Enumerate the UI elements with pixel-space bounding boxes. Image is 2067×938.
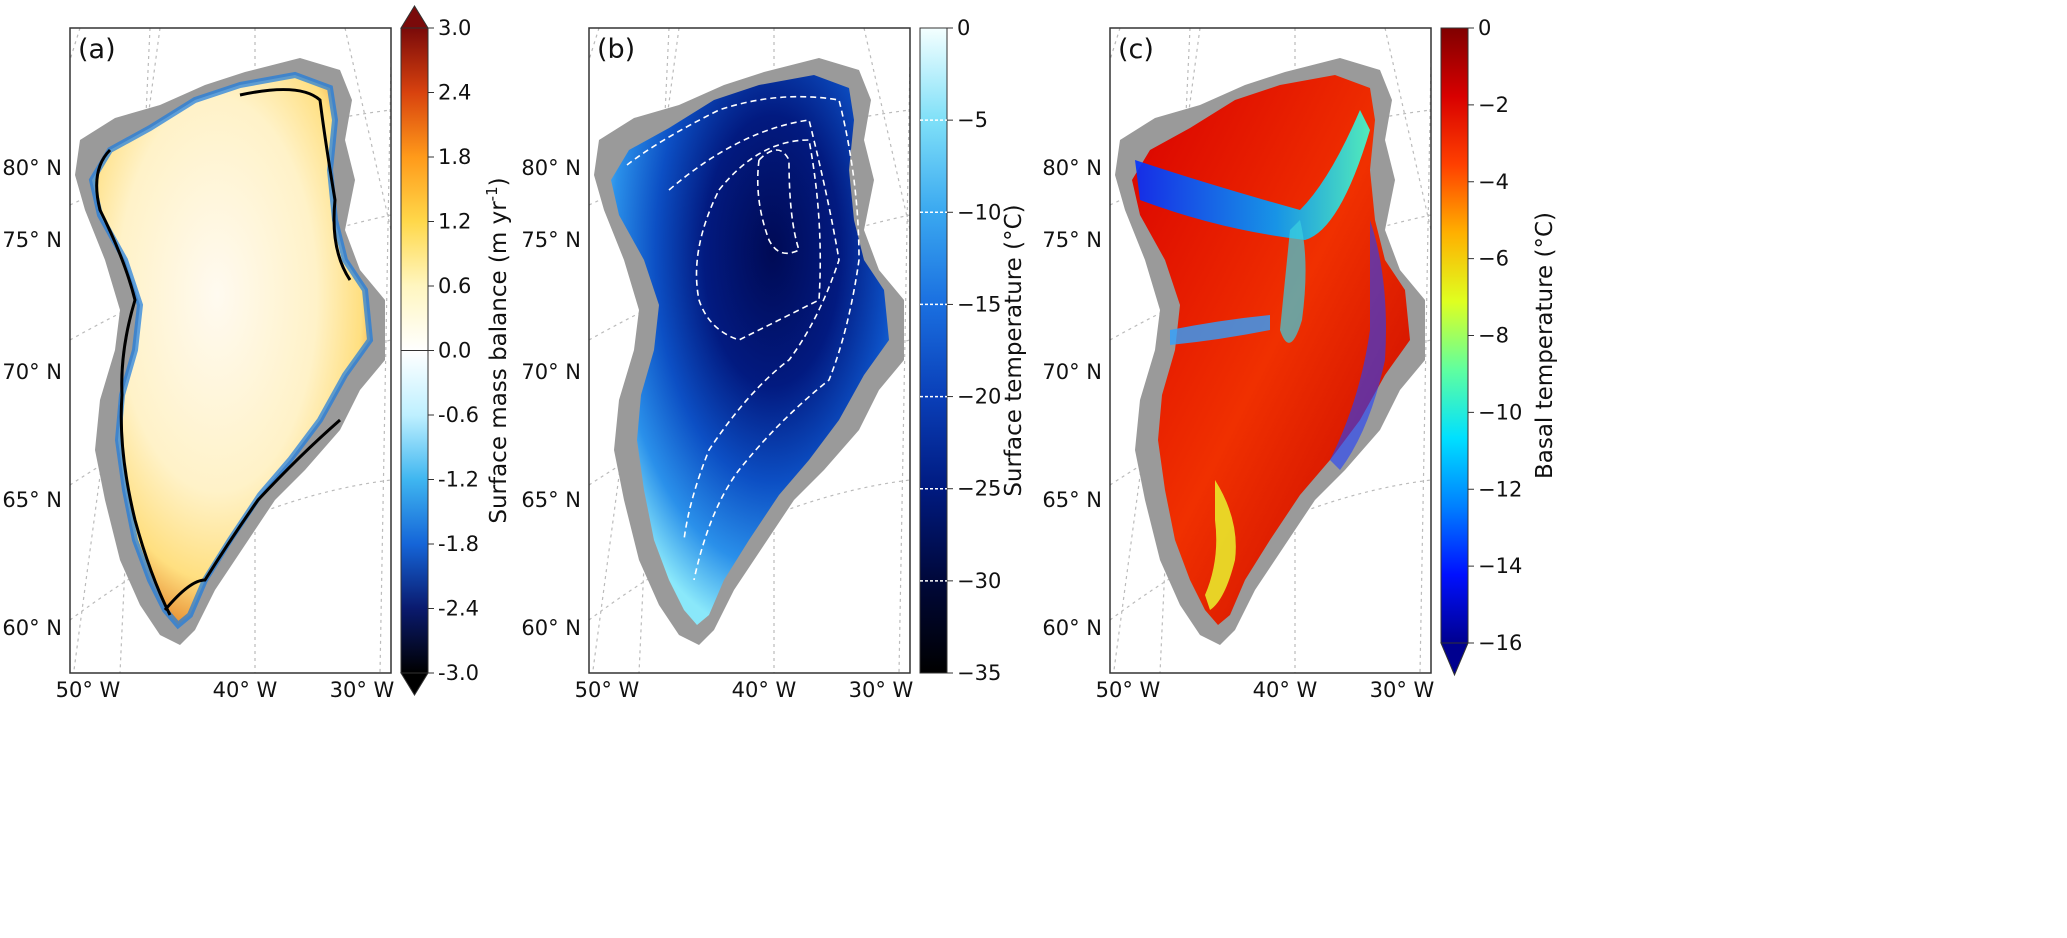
- panel-b: (b) 80° N 75° N 70° N 65° N 60° N 50° W 40° W 30…: [521, 27, 914, 702]
- colorbar-c: 0 −2 −4 −6 −8 −10 −12 −14 −16 Basal temperature (…: [1440, 16, 1558, 677]
- colorbar-tick-label: −15: [957, 292, 1001, 316]
- colorbar-tick-label: −5: [957, 108, 988, 132]
- panel-label: (b): [597, 34, 635, 65]
- map-frame: [1109, 27, 1432, 674]
- colorbar-label-end: ): [486, 177, 512, 186]
- colorbar-tick-label: −2: [1478, 93, 1509, 117]
- colorbar-tick-label: −6: [1478, 247, 1509, 271]
- colorbar-a: 3.0 2.4 1.8 1.2 0.6 0.0 -0.6 -1.2 -1.8 -2.4 -3.0 Su…: [400, 5, 512, 696]
- latitude-label: 65° N: [1042, 488, 1102, 512]
- colorbar-tick-label: -1.2: [438, 468, 479, 492]
- colorbar-tick-label: −30: [957, 569, 1001, 593]
- latitude-label: 80° N: [1042, 156, 1102, 180]
- colorbar-extend-min: [400, 672, 429, 696]
- colorbar-tick-label: −4: [1478, 170, 1509, 194]
- latitude-label: 65° N: [521, 488, 581, 512]
- colorbar-tick-label: -0.6: [438, 403, 479, 427]
- map-frame: [588, 27, 911, 674]
- colorbar-tick-label: −35: [957, 661, 1001, 685]
- colorbar-tick-label: -2.4: [438, 597, 479, 621]
- colorbar-gradient: [1440, 27, 1469, 644]
- latitude-label: 60° N: [521, 616, 581, 640]
- colorbar-tick-label: −10: [957, 200, 1001, 224]
- latitude-label: 80° N: [521, 156, 581, 180]
- colorbar-extend-min: [1440, 642, 1469, 677]
- colorbar-tick-label: 2.4: [438, 81, 471, 105]
- longitude-label: 40° W: [732, 678, 797, 702]
- cold-base-zone: [1205, 480, 1236, 610]
- latitude-label: 75° N: [521, 228, 581, 252]
- colorbar-tick-label: −14: [1478, 554, 1522, 578]
- colorbar-tick-label: −20: [957, 385, 1001, 409]
- colorbar-tick-label: 1.2: [438, 210, 471, 234]
- cold-base-zone: [1280, 220, 1306, 343]
- latitude-label: 60° N: [1042, 616, 1102, 640]
- longitude-label: 40° W: [1253, 678, 1318, 702]
- latitude-label: 75° N: [1042, 228, 1102, 252]
- latitude-label: 70° N: [1042, 360, 1102, 384]
- colorbar-label: Surface mass balance (m yr-1): [483, 177, 512, 523]
- colorbar-label-text: Basal temperature (°C): [1532, 212, 1558, 479]
- panel-label: (c): [1118, 34, 1154, 65]
- colorbar-tick-label: 3.0: [438, 16, 471, 40]
- colorbar-tick-label: 0: [957, 16, 970, 40]
- longitude-label: 50° W: [1096, 678, 1161, 702]
- latitude-label: 70° N: [521, 360, 581, 384]
- colorbar-tick-label: −10: [1478, 400, 1522, 424]
- temperature-contour: [695, 139, 822, 341]
- colorbar-tick-label: 0.6: [438, 274, 471, 298]
- colorbar-tick-label: −12: [1478, 477, 1522, 501]
- panel-label: (a): [78, 34, 116, 65]
- colorbar-label-text: Surface mass balance (m yr: [486, 201, 512, 524]
- colorbar-tick-label: 0: [1478, 16, 1491, 40]
- colorbar-tick-label: -1.8: [438, 532, 479, 556]
- latitude-label: 75° N: [2, 228, 62, 252]
- latitude-label: 70° N: [2, 360, 62, 384]
- cold-base-zone: [1330, 220, 1386, 470]
- colorbar-label-text: Surface temperature (°C): [1001, 204, 1027, 496]
- colorbar-b: 0 −5 −10 −15 −20 −25 −30 −35 Surface temperature…: [919, 16, 1027, 685]
- panel-c: (c) 80° N 75° N 70° N 65° N 60° N 50° W 40° W 30…: [1042, 27, 1435, 702]
- equilibrium-line-contour: [95, 88, 352, 616]
- cold-base-zone: [1170, 315, 1270, 345]
- colorbar-tick-label: −16: [1478, 631, 1522, 655]
- longitude-label: 30° W: [849, 678, 914, 702]
- colorbar-label: Basal temperature (°C): [1532, 212, 1558, 479]
- cold-base-zone: [1135, 110, 1370, 240]
- longitude-label: 40° W: [213, 678, 278, 702]
- longitude-label: 50° W: [575, 678, 640, 702]
- latitude-label: 65° N: [2, 488, 62, 512]
- latitude-label: 60° N: [2, 616, 62, 640]
- colorbar-tick-label: −25: [957, 477, 1001, 501]
- longitude-label: 30° W: [1370, 678, 1435, 702]
- longitude-label: 50° W: [56, 678, 121, 702]
- colorbar-tick-label: -3.0: [438, 661, 479, 685]
- colorbar-extend-max: [400, 5, 429, 29]
- panel-a: (a) 80° N 75° N 70° N 65° N 60° N 50° W 40° W 30…: [2, 27, 395, 702]
- map-frame: [69, 27, 392, 674]
- colorbar-tick-label: −8: [1478, 324, 1509, 348]
- colorbar-label: Surface temperature (°C): [1001, 204, 1027, 496]
- temperature-contour: [757, 149, 800, 255]
- colorbar-gradient: [919, 27, 948, 674]
- colorbar-tick-label: 1.8: [438, 145, 471, 169]
- longitude-label: 30° W: [330, 678, 395, 702]
- temperature-contour: [626, 95, 860, 581]
- colorbar-label-superscript: -1: [483, 186, 501, 201]
- temperature-contour: [668, 119, 840, 541]
- latitude-label: 80° N: [2, 156, 62, 180]
- colorbar-tick-label: 0.0: [438, 339, 471, 363]
